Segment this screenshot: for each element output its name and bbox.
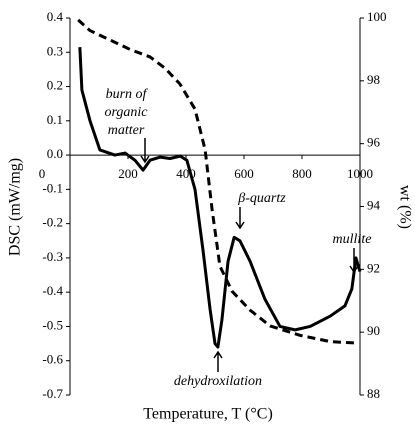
annotation: organic [104,105,148,120]
y2-tick-label: 100 [367,9,387,24]
y-tick-label: 0.0 [47,146,63,161]
y-tick-label: 0.2 [47,78,63,93]
x-tick-label: 200 [118,166,138,181]
x-axis-label: Temperature, T (°C) [143,406,273,423]
annotation: β-quartz [237,191,286,206]
annotation: burn of [106,87,149,102]
y2-tick-label: 92 [367,260,380,275]
arrow [140,138,150,164]
x-tick-label: 0 [39,166,46,181]
annotation: mullite [333,232,372,247]
annotation: matter [108,123,145,138]
y2-tick-label: 98 [367,72,380,87]
y-tick-label: -0.3 [42,249,63,264]
y-tick-label: 0.1 [47,112,63,127]
y-tick-label: -0.7 [42,386,63,401]
y-axis-label: DSC (mW/mg) [7,158,24,256]
y2-tick-label: 94 [367,197,381,212]
y-tick-label: -0.2 [42,215,63,230]
y2-tick-label: 90 [367,323,380,338]
y-tick-label: -0.5 [42,317,63,332]
arrow [213,350,223,372]
data-line [77,18,359,345]
y-tick-label: -0.6 [42,352,63,367]
y-tick-label: -0.1 [42,180,63,195]
x-tick-label: 600 [234,166,254,181]
annotation: dehydroxilation [174,374,262,389]
x-tick-label: 800 [292,166,312,181]
y2-tick-label: 96 [367,135,381,150]
data-line [78,47,362,349]
x-tick-label: 1000 [347,166,373,181]
y2-tick-label: 88 [367,386,380,401]
y-tick-label: 0.4 [47,9,64,24]
y-tick-label: 0.3 [47,43,63,58]
arrow [235,207,245,230]
y2-axis-label: wt (%) [396,185,413,229]
y-tick-label: -0.4 [42,283,63,298]
